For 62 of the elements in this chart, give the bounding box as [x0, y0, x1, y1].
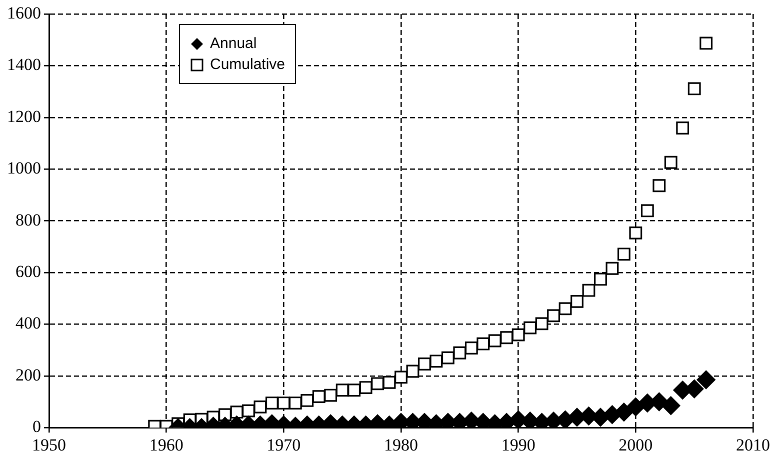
x-tick-label: 2000: [618, 435, 653, 454]
point: [441, 351, 454, 364]
point: [254, 400, 267, 414]
point: [464, 342, 478, 354]
legend-label: Annual: [210, 35, 257, 52]
x-tick-label: 1980: [384, 435, 418, 454]
point: [676, 122, 690, 134]
y-tick-label: 1600: [7, 3, 41, 22]
point: [382, 376, 396, 389]
point: [524, 321, 537, 334]
legend-label: Cumulative: [210, 56, 286, 73]
point: [582, 284, 596, 297]
point: [570, 294, 584, 308]
point: [265, 396, 278, 410]
point: [696, 370, 716, 390]
point: [288, 396, 302, 410]
point: [535, 317, 548, 330]
point: [594, 272, 607, 286]
point: [500, 331, 514, 344]
point: [476, 337, 490, 350]
y-tick-label: 200: [16, 365, 41, 384]
point: [640, 204, 654, 218]
point: [614, 402, 634, 422]
point: [348, 384, 361, 397]
point: [547, 309, 560, 322]
point: [488, 334, 502, 348]
point: [512, 328, 525, 342]
y-tick-label: 1200: [7, 106, 41, 126]
point: [406, 364, 420, 378]
y-tick-label: 1400: [7, 55, 41, 74]
point: [664, 156, 678, 169]
point: [371, 377, 384, 390]
x-tick-label: 1990: [501, 435, 536, 454]
point: [606, 262, 619, 275]
point: [453, 346, 466, 360]
y-tick-label: 800: [16, 210, 41, 230]
point: [359, 381, 372, 394]
point: [629, 226, 642, 240]
point: [277, 396, 290, 410]
point: [312, 390, 326, 404]
point: [324, 388, 338, 402]
point: [662, 396, 680, 415]
point: [652, 179, 666, 192]
x-tick-label: 1970: [266, 435, 301, 454]
point: [688, 82, 701, 96]
x-tick-label: 2010: [736, 435, 770, 454]
point: [336, 384, 349, 397]
x-tick-label: 1960: [149, 435, 184, 454]
point: [418, 358, 431, 370]
x-tick-label: 1950: [32, 435, 66, 454]
point: [300, 394, 314, 407]
point: [700, 36, 713, 50]
point: [558, 302, 572, 316]
point: [626, 398, 645, 416]
y-tick-label: 0: [32, 417, 41, 436]
y-tick-label: 1000: [7, 158, 41, 178]
y-tick-label: 400: [16, 314, 41, 333]
point: [430, 354, 443, 368]
y-tick-label: 600: [16, 262, 41, 281]
point: [394, 370, 408, 384]
point: [617, 248, 630, 261]
point: [242, 404, 255, 418]
